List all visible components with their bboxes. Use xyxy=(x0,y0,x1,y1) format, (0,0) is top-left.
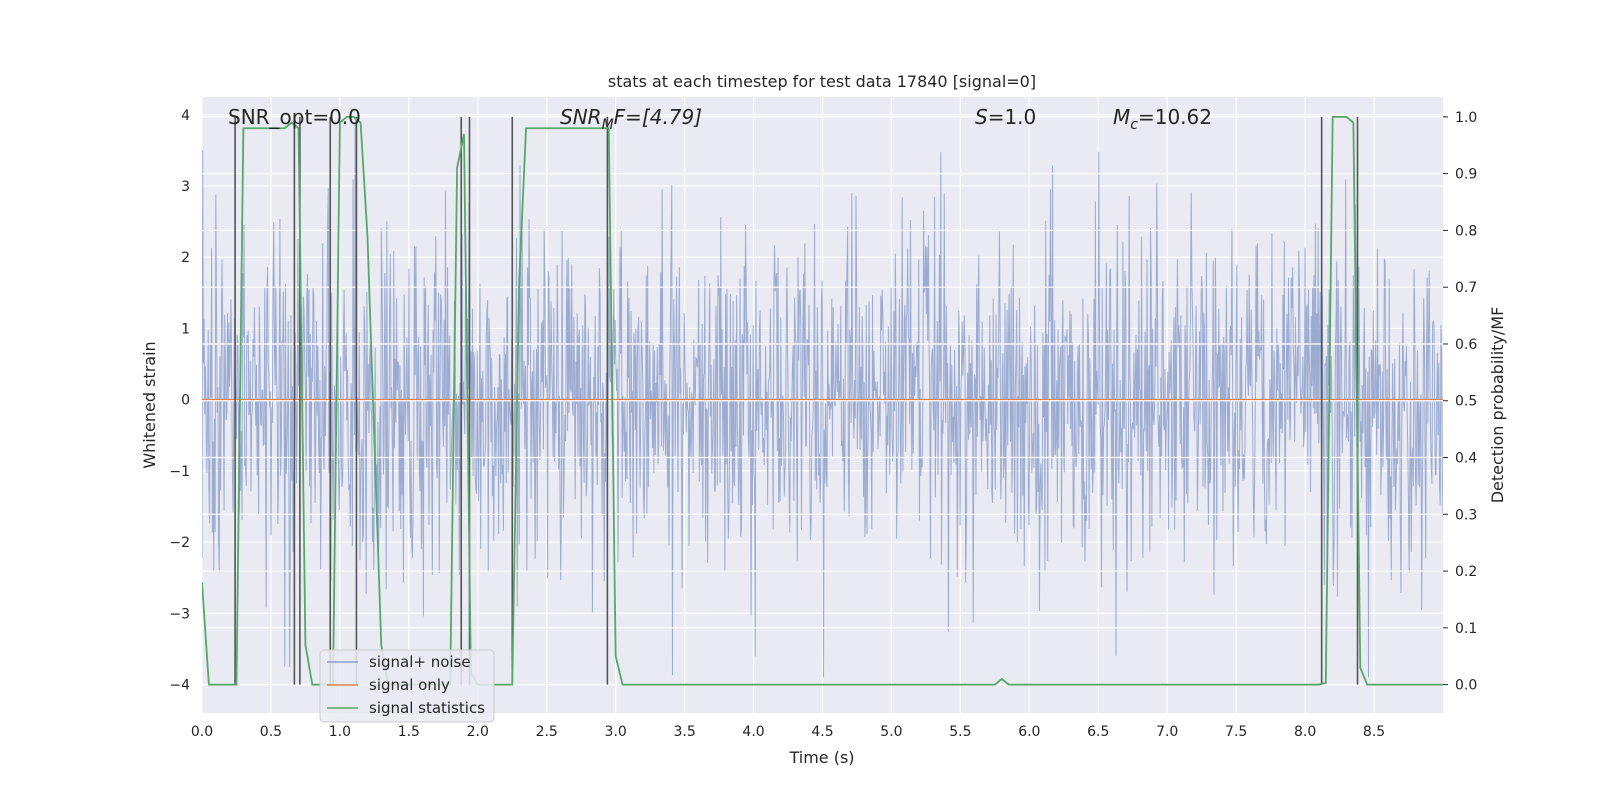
y-right-axis-label: Detection probability/MF xyxy=(1488,307,1507,504)
x-tick-label: 7.0 xyxy=(1156,724,1178,740)
x-tick-label: 1.5 xyxy=(398,724,420,740)
x-tick-label: 4.5 xyxy=(811,724,833,740)
x-tick-label: 6.0 xyxy=(1018,724,1040,740)
y-right-tick-label: 0.9 xyxy=(1455,167,1477,183)
y-left-tick-label: 2 xyxy=(181,250,190,266)
y-left-tick-label: −3 xyxy=(169,606,190,622)
x-tick-label: 3.0 xyxy=(605,724,627,740)
x-tick-label: 0.0 xyxy=(191,724,213,740)
annotation-mc: Mc=10.62 xyxy=(1113,105,1212,133)
annotation-snr-mf-symbol: SNR xyxy=(560,105,602,129)
y-right-tick-label: 0.0 xyxy=(1455,678,1477,694)
annotation-s: S=1.0 xyxy=(975,105,1036,129)
y-right-tick-label: 0.5 xyxy=(1455,394,1477,410)
annotation-s-symbol: S xyxy=(975,105,988,129)
y-right-tick-label: 0.1 xyxy=(1455,621,1477,637)
y-left-tick-label: 0 xyxy=(181,393,190,409)
y-left-tick-label: 3 xyxy=(181,179,190,195)
y-left-tick-labels: −4 −3 −2 −1 0 1 2 3 4 xyxy=(169,108,190,694)
x-axis-label: Time (s) xyxy=(788,748,854,767)
y-right-tick-label: 0.8 xyxy=(1455,223,1477,239)
x-tick-label: 0.5 xyxy=(260,724,282,740)
y-left-tick-label: −2 xyxy=(169,535,190,551)
x-tick-label: 5.5 xyxy=(949,724,971,740)
signal-statistics-series xyxy=(202,115,1443,686)
y-left-tick-label: −1 xyxy=(169,464,190,480)
legend-box xyxy=(319,649,495,723)
x-tick-label: 6.5 xyxy=(1087,724,1109,740)
legend-label-signal-noise: signal+ noise xyxy=(369,653,471,671)
x-tick-label: 4.0 xyxy=(742,724,764,740)
x-tick-label: 8.0 xyxy=(1294,724,1316,740)
chart-title: stats at each timestep for test data 178… xyxy=(608,72,1036,91)
x-tick-label: 2.0 xyxy=(467,724,489,740)
detection-markers xyxy=(234,116,1359,685)
signal-noise-series xyxy=(202,121,1443,678)
legend: signal+ noise signal only signal statist… xyxy=(319,649,495,723)
y-right-tick-label: 0.3 xyxy=(1455,507,1477,523)
y-right-tick-labels: 0.0 0.1 0.2 0.3 0.4 0.5 0.6 0.7 0.8 0.9 1.0 xyxy=(1443,110,1477,694)
y-left-axis-label: Whitened strain xyxy=(140,341,159,468)
annotation-s-value: =1.0 xyxy=(988,105,1037,129)
y-left-tick-label: 1 xyxy=(181,321,190,337)
y-right-tick-label: 0.6 xyxy=(1455,337,1477,353)
annotation-snr-mf-subscript: M xyxy=(602,117,614,133)
x-tick-label: 5.0 xyxy=(880,724,902,740)
y-right-tick-label: 0.4 xyxy=(1455,451,1477,467)
annotation-snr-mf-value: F=[4.79] xyxy=(614,105,702,129)
annotation-snr-mf: SNRMF=[4.79] xyxy=(560,105,702,133)
y-right-tick-label: 0.7 xyxy=(1455,280,1477,296)
y-left-tick-label: −4 xyxy=(169,678,190,694)
legend-label-signal-statistics: signal statistics xyxy=(369,699,485,717)
x-tick-label: 1.0 xyxy=(329,724,351,740)
right-axis-gridlines xyxy=(202,116,1443,686)
annotation-mc-subscript: c xyxy=(1130,117,1138,133)
x-tick-label: 3.5 xyxy=(673,724,695,740)
y-left-tick-label: 4 xyxy=(181,108,190,124)
x-tick-labels: 0.0 0.5 1.0 1.5 2.0 2.5 3.0 3.5 4.0 4.5 5.0 5.5 6.0 6… xyxy=(191,724,1385,740)
legend-label-signal-only: signal only xyxy=(369,676,450,694)
x-tick-label: 2.5 xyxy=(536,724,558,740)
y-right-tick-label: 0.2 xyxy=(1455,564,1477,580)
annotation-mc-value: =10.62 xyxy=(1138,105,1212,129)
x-tick-label: 8.5 xyxy=(1363,724,1385,740)
y-right-tick-label: 1.0 xyxy=(1455,110,1477,126)
annotation-mc-symbol: M xyxy=(1113,105,1130,129)
x-tick-label: 7.5 xyxy=(1225,724,1247,740)
annotation-snr-opt: SNR_opt=0.0 xyxy=(228,105,361,129)
